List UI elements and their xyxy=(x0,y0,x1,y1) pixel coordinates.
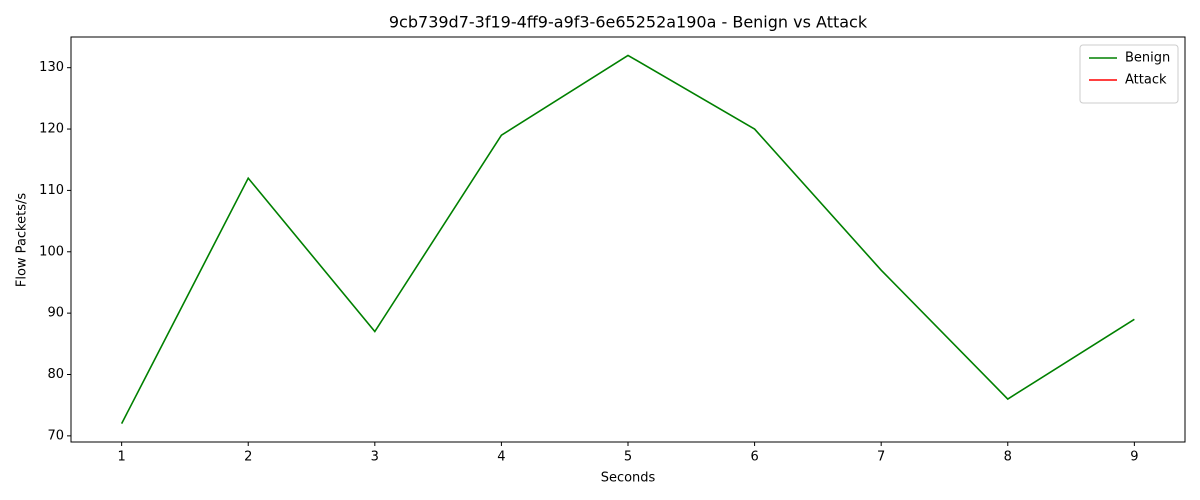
legend-box xyxy=(1079,44,1179,104)
y-tick-label: 120 xyxy=(39,122,64,137)
legend-label: Attack xyxy=(1125,73,1167,88)
line-series xyxy=(120,54,1135,424)
x-tick-label: 3 xyxy=(371,450,379,465)
x-tick-label: 5 xyxy=(624,450,632,465)
x-tick-label: 2 xyxy=(244,450,252,465)
chart-title: 9cb739d7-3f19-4ff9-a9f3-6e65252a190a - B… xyxy=(389,13,868,32)
plot-frame xyxy=(70,36,1186,443)
y-tick-label: 90 xyxy=(47,306,64,321)
y-tick-label: 80 xyxy=(47,367,64,382)
x-tick-label: 6 xyxy=(750,450,758,465)
x-tick-label: 4 xyxy=(497,450,505,465)
x-tick-label: 8 xyxy=(1004,450,1012,465)
y-tick-label: 70 xyxy=(47,428,64,443)
legend-label: Benign xyxy=(1125,51,1170,66)
x-tick-label: 9 xyxy=(1130,450,1138,465)
x-tick-label: 1 xyxy=(117,450,125,465)
y-tick-label: 100 xyxy=(39,244,64,259)
y-axis-label: Flow Packets/s xyxy=(15,193,30,287)
x-axis-label: Seconds xyxy=(601,471,656,486)
y-tick-label: 130 xyxy=(39,60,64,75)
x-tick-label: 7 xyxy=(877,450,885,465)
y-tick-label: 110 xyxy=(39,183,64,198)
